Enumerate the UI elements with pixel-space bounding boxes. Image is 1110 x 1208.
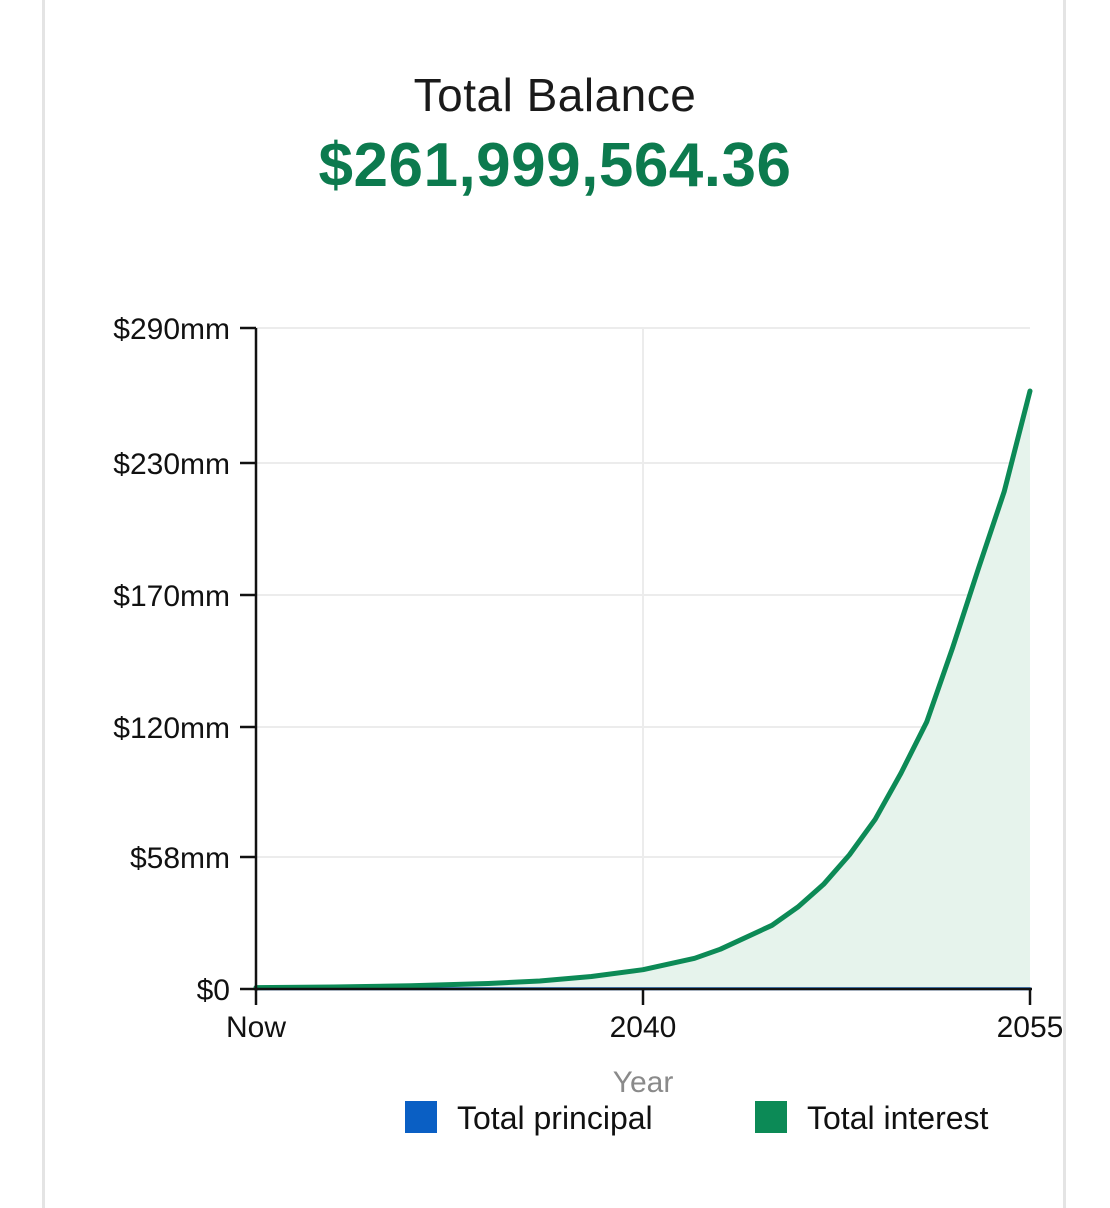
y-tick-label: $170mm (113, 580, 230, 613)
series-line-total-interest (253, 388, 1033, 991)
area-layer (256, 391, 1030, 989)
x-axis-ticks: Now 2040 2055 (226, 989, 1063, 1044)
y-axis-ticks: $0 $58mm $120mm $170mm $230mm $290mm (113, 313, 256, 1007)
series-area-total-interest (256, 391, 1030, 989)
y-tick-label: $230mm (113, 448, 230, 481)
legend-label-total-principal: Total principal (457, 1100, 653, 1136)
x-tick-label: Now (226, 1011, 286, 1044)
chart-card (42, 0, 1066, 1208)
chart-title: Total Balance (413, 69, 697, 121)
y-tick-label: $120mm (113, 712, 230, 745)
y-tick-label: $290mm (113, 313, 230, 346)
legend-swatch-total-principal (405, 1101, 437, 1133)
y-tick-label: $58mm (130, 842, 230, 875)
x-axis-title: Year (613, 1066, 674, 1099)
legend-swatch-total-interest (755, 1101, 787, 1133)
y-tick-label: $0 (197, 974, 230, 1007)
legend-label-total-interest: Total interest (807, 1100, 989, 1136)
legend: Total principal Total interest (405, 1100, 989, 1136)
grid-lines (256, 327, 1030, 989)
x-tick-label: 2055 (997, 1011, 1064, 1044)
total-balance-value: $261,999,564.36 (318, 131, 792, 200)
x-tick-label: 2040 (610, 1011, 677, 1044)
